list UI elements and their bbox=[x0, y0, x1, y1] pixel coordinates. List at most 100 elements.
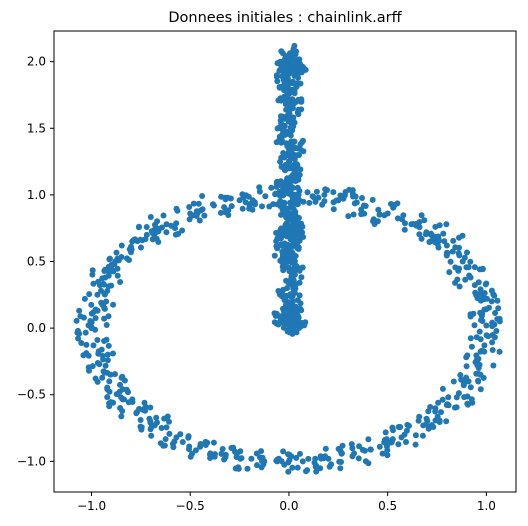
data-point bbox=[259, 203, 265, 210]
data-point bbox=[462, 276, 469, 283]
data-point bbox=[436, 417, 443, 424]
data-point bbox=[104, 394, 111, 401]
data-point bbox=[419, 432, 426, 439]
data-point bbox=[339, 442, 346, 449]
data-point bbox=[199, 206, 206, 213]
data-point bbox=[173, 220, 180, 227]
data-point bbox=[348, 441, 355, 448]
x-tick-label: 0.5 bbox=[378, 499, 397, 513]
data-point bbox=[395, 424, 402, 430]
data-point bbox=[467, 384, 474, 391]
data-point bbox=[292, 317, 299, 324]
data-point bbox=[493, 328, 500, 334]
data-point bbox=[286, 110, 293, 117]
data-point bbox=[416, 219, 423, 225]
data-point bbox=[291, 144, 298, 151]
chart-title: Donnees initiales : chainlink.arff bbox=[168, 10, 402, 26]
points-layer bbox=[73, 42, 503, 475]
data-point bbox=[111, 261, 118, 268]
data-point bbox=[457, 372, 464, 378]
data-point bbox=[401, 431, 408, 438]
ticks-layer: −1.0 −0.5 0.0 0.5 1.0 −1.0 −0.5 0.0 0.5 1.0 1.5 2.0 bbox=[17, 55, 496, 513]
data-point bbox=[353, 199, 360, 206]
data-point bbox=[254, 462, 260, 469]
data-point bbox=[491, 334, 498, 341]
data-point bbox=[452, 264, 459, 271]
data-point bbox=[312, 198, 319, 205]
data-point bbox=[477, 336, 484, 343]
data-point bbox=[443, 252, 450, 259]
data-point bbox=[298, 96, 305, 103]
data-point bbox=[289, 102, 296, 109]
data-point bbox=[452, 279, 459, 286]
data-point bbox=[244, 465, 251, 472]
data-point bbox=[160, 212, 167, 219]
data-point bbox=[286, 322, 293, 329]
data-point bbox=[385, 440, 392, 446]
data-point bbox=[292, 169, 299, 176]
data-point bbox=[464, 249, 470, 256]
data-point bbox=[465, 401, 471, 408]
data-point bbox=[359, 195, 365, 201]
data-point bbox=[300, 234, 307, 240]
data-point bbox=[89, 271, 96, 278]
data-point bbox=[290, 52, 297, 58]
data-point bbox=[136, 223, 142, 230]
data-point bbox=[125, 399, 132, 406]
data-point bbox=[304, 189, 311, 196]
data-point bbox=[289, 464, 296, 471]
data-point bbox=[104, 357, 111, 364]
data-point bbox=[286, 279, 292, 286]
data-point bbox=[293, 454, 300, 461]
data-point bbox=[375, 206, 382, 213]
data-point bbox=[179, 439, 186, 445]
data-point bbox=[479, 318, 486, 324]
data-point bbox=[138, 244, 144, 251]
data-point bbox=[290, 123, 297, 130]
data-point bbox=[133, 410, 140, 417]
data-point bbox=[275, 124, 282, 131]
data-point bbox=[358, 211, 365, 218]
data-point bbox=[99, 301, 106, 308]
data-point bbox=[290, 206, 297, 213]
data-point bbox=[432, 239, 439, 246]
data-point bbox=[155, 239, 162, 245]
data-point bbox=[379, 450, 386, 457]
data-point bbox=[294, 80, 301, 87]
data-point bbox=[113, 249, 120, 256]
y-tick-label: 1.5 bbox=[27, 121, 46, 135]
data-point bbox=[303, 468, 309, 475]
data-point bbox=[494, 316, 501, 322]
data-point bbox=[475, 370, 482, 377]
data-point bbox=[296, 292, 303, 299]
data-point bbox=[483, 332, 490, 339]
data-point bbox=[356, 443, 363, 450]
data-point bbox=[101, 281, 107, 288]
data-point bbox=[273, 312, 280, 319]
data-point bbox=[358, 206, 365, 213]
data-point bbox=[148, 432, 155, 439]
data-point bbox=[286, 90, 293, 96]
data-point bbox=[476, 328, 483, 335]
data-point bbox=[295, 244, 302, 251]
data-point bbox=[105, 342, 112, 349]
data-point bbox=[112, 371, 118, 378]
data-point bbox=[99, 374, 106, 381]
data-point bbox=[172, 231, 179, 238]
data-point bbox=[86, 291, 93, 298]
data-point bbox=[286, 177, 293, 184]
data-point bbox=[288, 222, 295, 229]
data-point bbox=[89, 267, 96, 274]
data-point bbox=[279, 113, 286, 120]
data-point bbox=[475, 377, 482, 384]
data-point bbox=[459, 232, 466, 239]
data-point bbox=[461, 254, 468, 261]
data-point bbox=[119, 408, 126, 414]
data-point bbox=[337, 465, 344, 472]
data-point bbox=[78, 340, 85, 346]
data-point bbox=[283, 230, 290, 237]
data-point bbox=[338, 459, 344, 465]
y-tick-label: 2.0 bbox=[27, 55, 46, 69]
data-point bbox=[105, 283, 112, 290]
